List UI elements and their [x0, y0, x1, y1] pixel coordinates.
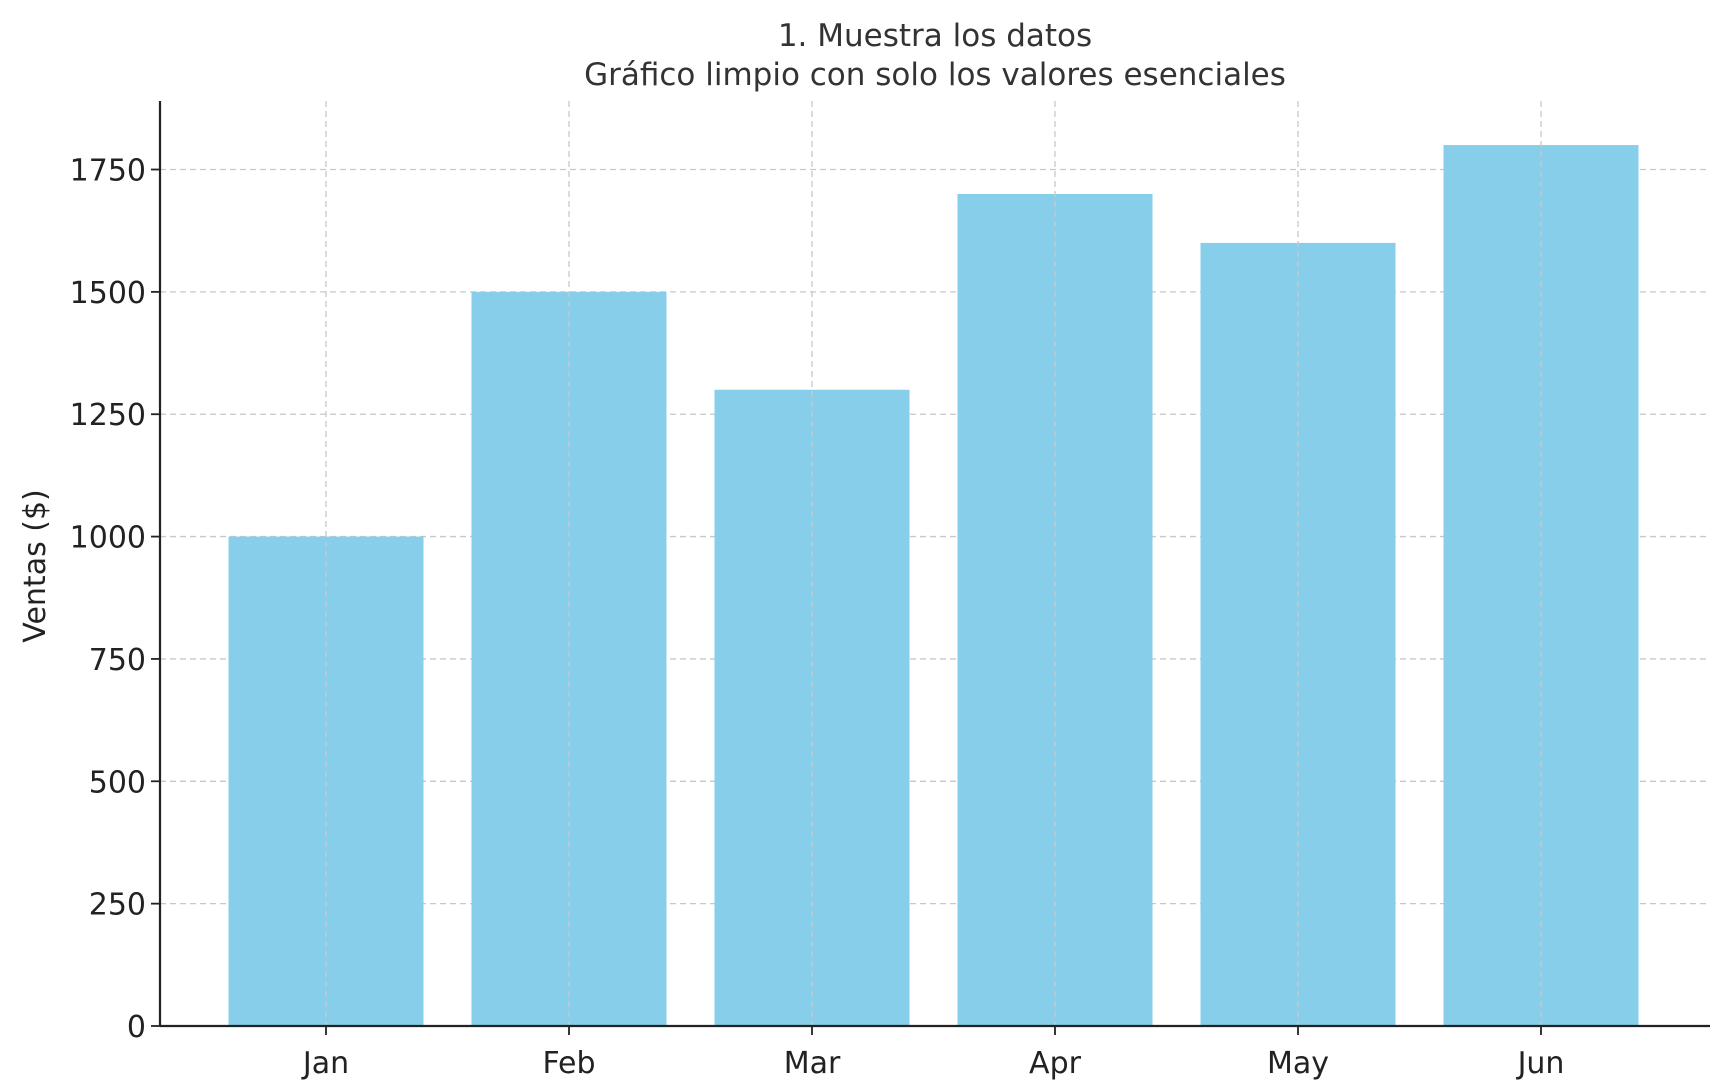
bars	[228, 145, 1639, 1027]
vertical-grid-lines	[325, 101, 1542, 1026]
y-tick-label: 1250	[70, 398, 146, 433]
axes	[158, 101, 1710, 1028]
x-tick-label: Jun	[1516, 1046, 1565, 1081]
x-tick-label: Jan	[301, 1046, 349, 1081]
y-tick-label: 1000	[70, 521, 146, 556]
x-tick-label: Mar	[784, 1046, 841, 1081]
x-axis-ticks: Jan Feb Mar Apr May Jun	[301, 1026, 1565, 1081]
y-axis-label: Ventas ($)	[18, 489, 53, 642]
y-tick-label: 0	[127, 1010, 146, 1045]
y-tick-label: 250	[89, 888, 146, 923]
y-tick-label: 1750	[70, 154, 146, 189]
chart-title: 1. Muestra los datos	[778, 18, 1092, 54]
y-tick-label: 1500	[70, 276, 146, 311]
chart-subtitle: Gráfico limpio con solo los valores esen…	[584, 57, 1286, 93]
y-tick-label: 750	[89, 643, 146, 678]
x-tick-label: Feb	[542, 1046, 595, 1081]
x-tick-label: May	[1267, 1046, 1329, 1081]
y-tick-label: 500	[89, 765, 146, 800]
x-tick-label: Apr	[1029, 1046, 1082, 1081]
y-axis-ticks: 0 250 500 750 1000 1250 1500 1750	[70, 154, 160, 1045]
